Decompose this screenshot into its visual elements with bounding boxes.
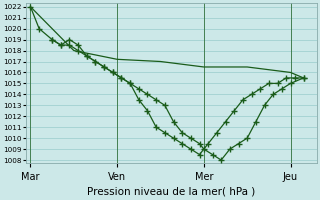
X-axis label: Pression niveau de la mer( hPa ): Pression niveau de la mer( hPa )	[87, 187, 255, 197]
